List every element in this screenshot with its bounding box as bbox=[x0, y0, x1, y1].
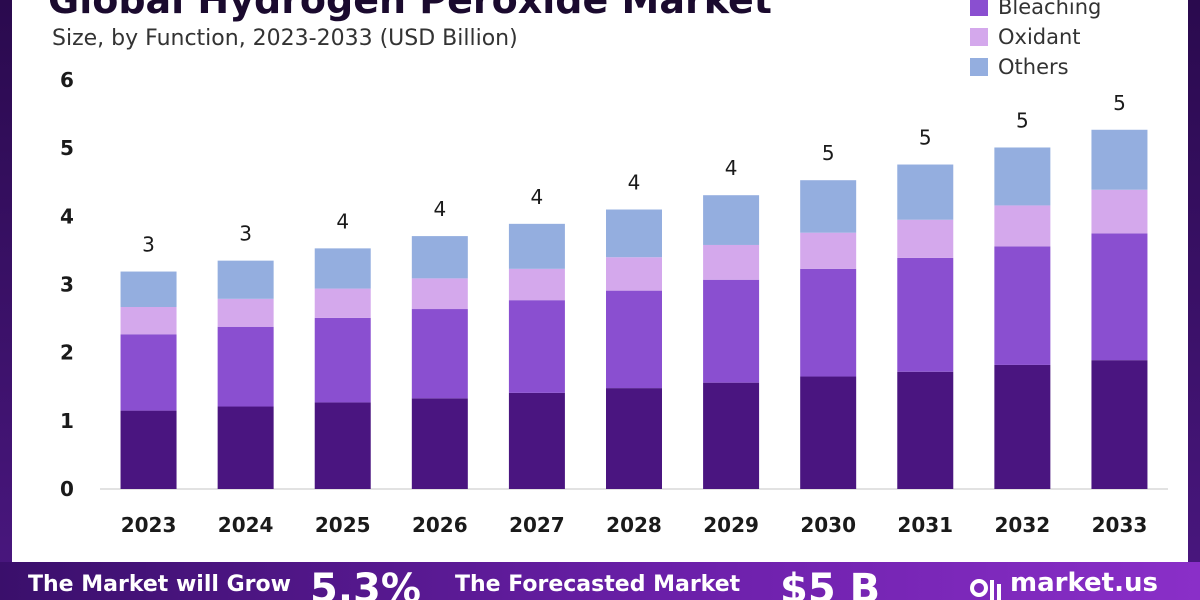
x-tick-label-2032: 2032 bbox=[995, 513, 1051, 537]
bar-2031-bleaching bbox=[897, 257, 954, 372]
footer-forecast-value: $5 B bbox=[780, 566, 881, 600]
bar-2025-oxidant bbox=[314, 288, 371, 318]
legend-swatch-bleaching bbox=[970, 0, 988, 16]
bar-2023-disinfectant bbox=[120, 410, 177, 489]
legend-label-others: Others bbox=[998, 55, 1069, 79]
total-label-2032: 5 bbox=[1016, 108, 1029, 132]
bar-2027-oxidant bbox=[508, 268, 565, 301]
legend-label-bleaching: Bleaching bbox=[998, 0, 1102, 19]
stacked-bar-chart: 0 1 2 3 4 5 6 3 2023 3 2024 4 2025 4 2026 4 2027 4 2028 4 20… bbox=[60, 68, 1168, 537]
bar-2024-others bbox=[217, 260, 274, 299]
x-tick-label-2025: 2025 bbox=[315, 513, 371, 537]
footer-grow-text: The Market will Grow bbox=[28, 572, 291, 597]
total-label-2023: 3 bbox=[142, 233, 155, 257]
y-tick-label-5: 5 bbox=[60, 136, 74, 160]
bar-2028-oxidant bbox=[606, 257, 662, 291]
footer-cagr-value: 5.3% bbox=[310, 566, 421, 600]
total-label-2027: 4 bbox=[531, 185, 544, 209]
bar-2028-others bbox=[606, 209, 662, 258]
bar-2026-oxidant bbox=[411, 278, 468, 310]
legend: Bleaching Oxidant Others bbox=[970, 0, 1170, 82]
bar-2032-oxidant bbox=[994, 205, 1051, 247]
bar-2033-disinfectant bbox=[1091, 360, 1148, 489]
bar-2030-others bbox=[800, 180, 857, 233]
bar-2032-others bbox=[994, 147, 1051, 206]
x-tick-label-2026: 2026 bbox=[412, 513, 468, 537]
right-frame-border bbox=[1188, 0, 1200, 600]
bar-2024-oxidant bbox=[217, 298, 274, 327]
bar-2028-disinfectant bbox=[606, 388, 662, 489]
bar-2026-others bbox=[411, 236, 468, 279]
x-tick-label-2029: 2029 bbox=[703, 513, 759, 537]
bar-2032-bleaching bbox=[994, 246, 1051, 365]
legend-item-bleaching: Bleaching bbox=[970, 0, 1170, 22]
bar-2030-oxidant bbox=[800, 232, 857, 269]
bar-2031-others bbox=[897, 164, 954, 220]
bar-2024-disinfectant bbox=[217, 406, 274, 489]
total-label-2025: 4 bbox=[336, 209, 349, 233]
total-label-2031: 5 bbox=[919, 126, 932, 150]
bar-2028-bleaching bbox=[606, 290, 662, 389]
x-tick-label-2033: 2033 bbox=[1092, 513, 1148, 537]
market-us-logo-icon bbox=[970, 579, 1001, 600]
y-tick-label-4: 4 bbox=[60, 204, 74, 228]
bar-2033-oxidant bbox=[1091, 189, 1148, 234]
bar-2027-others bbox=[508, 223, 565, 269]
bar-2027-bleaching bbox=[508, 300, 565, 393]
x-tick-label-2028: 2028 bbox=[606, 513, 662, 537]
footer-logo-text: market.us bbox=[1010, 568, 1158, 598]
total-label-2024: 3 bbox=[239, 222, 252, 246]
legend-item-oxidant: Oxidant bbox=[970, 22, 1170, 52]
bar-2032-disinfectant bbox=[994, 364, 1051, 489]
bar-2024-bleaching bbox=[217, 326, 274, 407]
total-label-2026: 4 bbox=[433, 197, 446, 221]
total-label-2029: 4 bbox=[725, 156, 738, 180]
chart-title: Global Hydrogen Peroxide Market bbox=[48, 0, 772, 22]
bar-2029-others bbox=[703, 195, 760, 245]
bar-2027-disinfectant bbox=[508, 392, 565, 489]
legend-swatch-others bbox=[970, 58, 988, 76]
total-label-2033: 5 bbox=[1113, 91, 1126, 115]
legend-label-oxidant: Oxidant bbox=[998, 25, 1081, 49]
y-tick-label-3: 3 bbox=[60, 273, 74, 297]
chart-subtitle: Size, by Function, 2023-2033 (USD Billio… bbox=[52, 26, 518, 51]
y-tick-label-1: 1 bbox=[60, 409, 74, 433]
bar-2033-others bbox=[1091, 129, 1148, 190]
bar-2025-disinfectant bbox=[314, 402, 371, 489]
bar-2030-disinfectant bbox=[800, 376, 857, 489]
bar-2033-bleaching bbox=[1091, 233, 1148, 361]
bar-2029-bleaching bbox=[703, 279, 760, 383]
bar-2023-bleaching bbox=[120, 334, 177, 411]
total-label-2030: 5 bbox=[822, 141, 835, 165]
legend-swatch-oxidant bbox=[970, 28, 988, 46]
y-tick-label-0: 0 bbox=[60, 477, 74, 501]
y-tick-label-6: 6 bbox=[60, 68, 74, 92]
bar-2026-bleaching bbox=[411, 309, 468, 399]
total-label-2028: 4 bbox=[628, 171, 641, 195]
y-tick-label-2: 2 bbox=[60, 341, 74, 365]
left-frame-border bbox=[0, 0, 12, 600]
bar-2023-others bbox=[120, 271, 177, 307]
bar-2029-disinfectant bbox=[703, 382, 760, 489]
bar-2030-bleaching bbox=[800, 268, 857, 377]
bar-2031-disinfectant bbox=[897, 371, 954, 489]
x-tick-label-2023: 2023 bbox=[121, 513, 177, 537]
bar-2026-disinfectant bbox=[411, 398, 468, 489]
legend-item-others: Others bbox=[970, 52, 1170, 82]
bar-2029-oxidant bbox=[703, 244, 760, 280]
bar-2031-oxidant bbox=[897, 219, 954, 258]
x-tick-label-2031: 2031 bbox=[897, 513, 953, 537]
bar-2025-others bbox=[314, 248, 371, 289]
x-tick-label-2027: 2027 bbox=[509, 513, 565, 537]
x-tick-label-2030: 2030 bbox=[800, 513, 856, 537]
footer-banner: The Market will Grow 5.3% The Forecasted… bbox=[0, 562, 1200, 600]
x-tick-label-2024: 2024 bbox=[218, 513, 274, 537]
bar-2025-bleaching bbox=[314, 317, 371, 403]
footer-forecast-text: The Forecasted Market bbox=[455, 572, 741, 597]
bar-2023-oxidant bbox=[120, 306, 177, 335]
